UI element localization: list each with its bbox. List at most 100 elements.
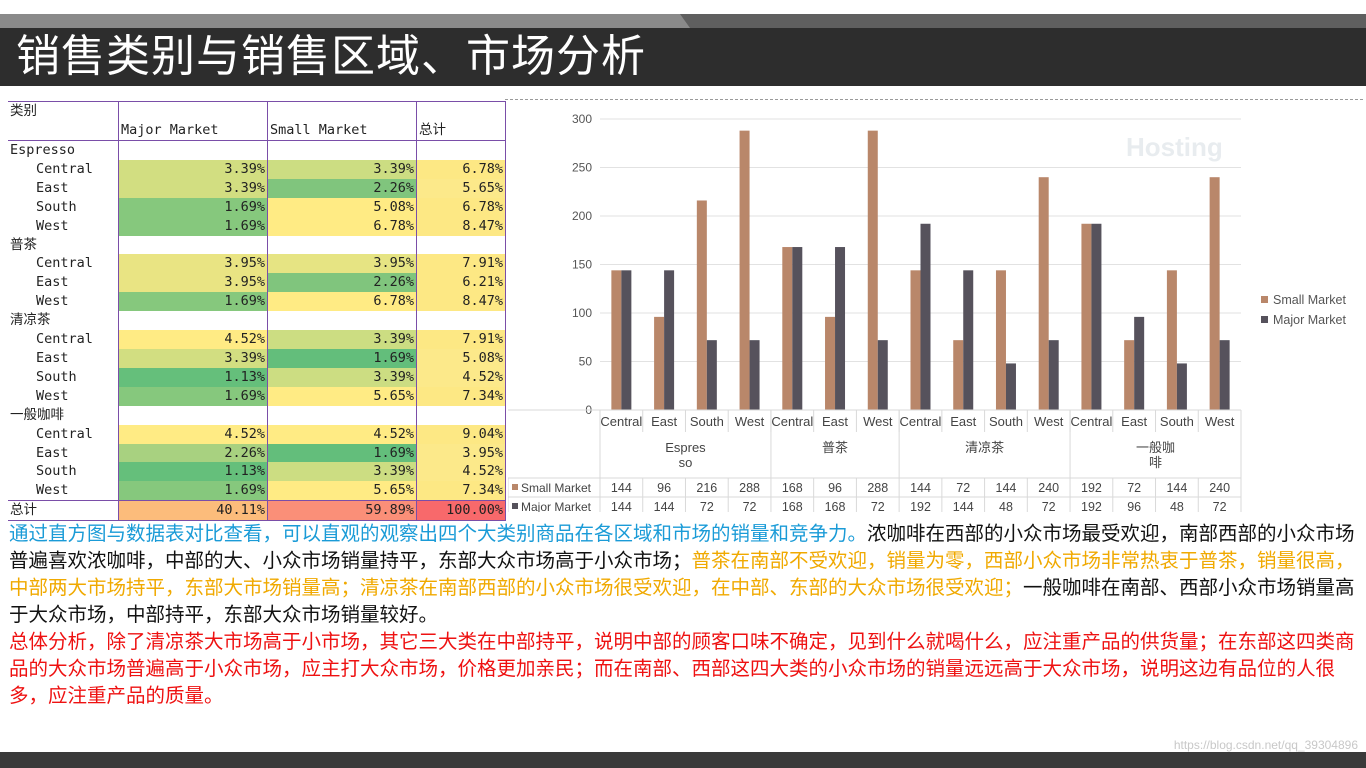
pivot-total-value: 7.91%	[416, 330, 506, 349]
pivot-data-row: East 3.95% 2.26% 6.21%	[8, 273, 506, 293]
pivot-small-value: 4.52%	[267, 424, 417, 444]
x-category-label: South	[1160, 414, 1194, 429]
chart-divider	[505, 99, 1363, 100]
pivot-total-major: 40.11%	[118, 500, 268, 522]
pivot-major-value: 1.69%	[118, 292, 268, 312]
pivot-small-value: 6.78%	[267, 216, 417, 236]
data-table-value: 72	[871, 500, 885, 512]
pivot-major-value: 1.69%	[118, 481, 268, 501]
title-bar: 销售类别与销售区域、市场分析	[0, 14, 1366, 86]
pivot-major-value: 3.39%	[118, 348, 268, 368]
data-table-value: 72	[1213, 500, 1227, 512]
pivot-group-label: 普茶	[8, 235, 119, 255]
pivot-small-value: 6.78%	[267, 292, 417, 312]
data-table-value: 240	[1038, 481, 1059, 495]
x-category-label: East	[1121, 414, 1147, 429]
legend-swatch	[1261, 316, 1268, 323]
pivot-group-label: 清凉茶	[8, 311, 119, 331]
bar-major-market	[877, 340, 888, 410]
x-category-label: East	[950, 414, 976, 429]
pivot-empty-cell	[267, 311, 417, 331]
pivot-total-value: 5.08%	[416, 348, 506, 368]
pivot-group-label: Espresso	[8, 140, 119, 160]
pivot-table: 类别 Major Market Small Market 总计 Espresso Cent…	[8, 101, 506, 522]
data-table-value: 144	[654, 500, 675, 512]
x-category-label: South	[989, 414, 1023, 429]
pivot-small-value: 3.39%	[267, 330, 417, 349]
pivot-empty-cell	[267, 140, 417, 160]
pivot-data-row: Central 3.95% 3.95% 7.91%	[8, 254, 506, 274]
pivot-major-value: 3.95%	[118, 254, 268, 274]
bar-small-market	[611, 270, 622, 410]
analysis-segment-black: 一般咖啡在南部、西部小众市场销量高于大众市场，中部持平，东部大众市场销量较好。	[9, 576, 1355, 626]
analysis-paragraph: 通过直方图与数据表对比查看，可以直观的观察出四个大类别商品在各区域和市场的销量和…	[9, 520, 1361, 628]
legend-label: Major Market	[1273, 313, 1346, 327]
data-table-value: 72	[700, 500, 714, 512]
pivot-grand-total: 100.00%	[416, 500, 506, 522]
pivot-region-label: South	[8, 462, 119, 482]
pivot-data-row: West 1.69% 6.78% 8.47%	[8, 216, 506, 236]
pivot-total-row: 总计 40.11% 59.89% 100.00%	[8, 500, 506, 522]
analysis-segment-orange: 普茶在南部不受欢迎，销量为零，西部小众市场非常热衷于普茶，销量很高，中部两大市场…	[9, 549, 1355, 599]
pivot-major-value: 1.69%	[118, 386, 268, 406]
data-table-value: 144	[910, 481, 931, 495]
pivot-small-value: 5.65%	[267, 386, 417, 406]
analysis-text: 通过直方图与数据表对比查看，可以直观的观察出四个大类别商品在各区域和市场的销量和…	[9, 520, 1361, 709]
pivot-small-value: 3.39%	[267, 462, 417, 482]
x-category-label: Central	[771, 414, 813, 429]
x-category-label: West	[1034, 414, 1064, 429]
data-table-value: 72	[743, 500, 757, 512]
bar-small-market	[1081, 223, 1092, 410]
pivot-small-value: 3.95%	[267, 254, 417, 274]
bar-small-market	[1166, 270, 1177, 410]
pivot-data-row: South 1.13% 3.39% 4.52%	[8, 462, 506, 482]
title-bar-tab	[0, 14, 690, 28]
bar-major-market	[1091, 223, 1102, 410]
pivot-region-label: South	[8, 367, 119, 387]
pivot-total-value: 6.78%	[416, 197, 506, 217]
analysis-segment-black: 浓咖啡在西部的小众市场最受欢迎，南部西部的小众市场普遍喜欢浓咖啡，中部的大、小众…	[9, 522, 1355, 572]
bar-major-market	[1048, 340, 1059, 410]
pivot-major-value: 4.52%	[118, 424, 268, 444]
pivot-region-label: East	[8, 178, 119, 198]
x-category-label: Central	[600, 414, 642, 429]
pivot-region-label: East	[8, 443, 119, 463]
data-table-value: 168	[782, 481, 803, 495]
pivot-region-label: Central	[8, 424, 119, 444]
data-table-legend-key	[512, 484, 518, 490]
pivot-total-label: 总计	[8, 500, 119, 522]
pivot-data-row: Central 4.52% 4.52% 9.04%	[8, 424, 506, 444]
data-table-value: 168	[825, 500, 846, 512]
data-table-series-label: Small Market	[521, 481, 592, 495]
pivot-major-value: 1.69%	[118, 216, 268, 236]
pivot-empty-cell	[416, 405, 506, 425]
pivot-total-value: 9.04%	[416, 424, 506, 444]
pivot-major-value: 1.69%	[118, 197, 268, 217]
pivot-small-value: 1.69%	[267, 443, 417, 463]
data-table-value: 144	[611, 500, 632, 512]
bar-major-market	[621, 270, 632, 410]
pivot-total-value: 5.65%	[416, 178, 506, 198]
pivot-total-value: 8.47%	[416, 216, 506, 236]
pivot-total-value: 8.47%	[416, 292, 506, 312]
legend-swatch	[1261, 296, 1268, 303]
pivot-small-value: 2.26%	[267, 273, 417, 293]
y-tick-label: 50	[579, 355, 593, 369]
pivot-major-value: 4.52%	[118, 330, 268, 349]
bar-small-market	[654, 316, 665, 410]
y-tick-label: 300	[572, 112, 592, 126]
x-category-label: East	[822, 414, 848, 429]
pivot-major-value: 3.39%	[118, 159, 268, 179]
pivot-total-value: 7.91%	[416, 254, 506, 274]
x-category-label: South	[690, 414, 724, 429]
pivot-region-label: East	[8, 273, 119, 293]
x-category-label: West	[1205, 414, 1235, 429]
analysis-paragraph: 总体分析，除了清凉茶大市场高于小市场，其它三大类在中部持平，说明中部的顾客口味不…	[9, 628, 1361, 709]
pivot-total-value: 6.78%	[416, 159, 506, 179]
bar-small-market	[782, 247, 793, 410]
data-table-value: 192	[1081, 500, 1102, 512]
pivot-empty-cell	[118, 405, 268, 425]
bottom-bar	[0, 752, 1366, 768]
pivot-region-label: East	[8, 348, 119, 368]
pivot-region-label: West	[8, 292, 119, 312]
